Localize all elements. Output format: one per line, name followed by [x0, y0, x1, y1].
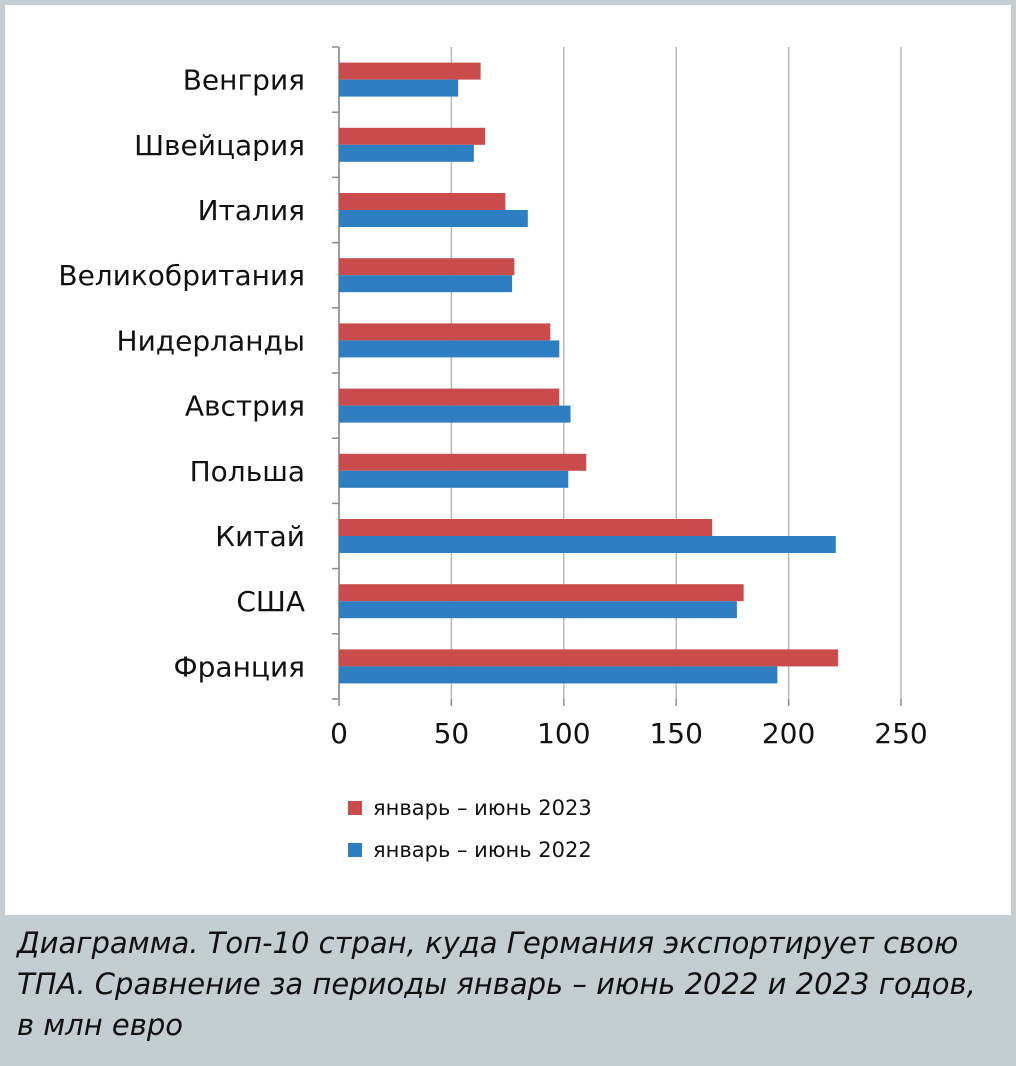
- category-label: Австрия: [185, 390, 305, 423]
- category-label: Италия: [198, 194, 305, 227]
- figure-caption: Диаграмма. Топ-10 стран, куда Германия э…: [17, 926, 976, 1042]
- bar-2022: [339, 79, 459, 97]
- bar-2023: [339, 62, 481, 80]
- bar-2022: [339, 405, 571, 423]
- bar-chart: 0 50 100 150 200 250 Венгрия Швейцария Италия Вел…: [58, 46, 928, 862]
- bar-2022: [339, 601, 737, 619]
- bar-2023: [339, 519, 713, 536]
- x-tick-label: 0: [330, 717, 348, 750]
- bar-2023: [339, 388, 560, 406]
- x-tick-label: 50: [434, 717, 470, 750]
- x-tick-label: 150: [649, 717, 702, 750]
- legend-swatch: [348, 843, 362, 857]
- bar-2022: [339, 210, 528, 227]
- bar-2023: [339, 323, 551, 341]
- bar-2022: [339, 536, 836, 553]
- bar-2023: [339, 127, 486, 145]
- category-label: Венгрия: [183, 64, 305, 97]
- category-label: США: [236, 585, 305, 618]
- legend-label: январь – июнь 2023: [373, 796, 592, 820]
- chart-panel: 0 50 100 150 200 250 Венгрия Швейцария Италия Вел…: [5, 5, 1011, 915]
- bar-2023: [339, 453, 587, 471]
- legend-label: январь – июнь 2022: [373, 838, 592, 862]
- bar-2023: [339, 193, 506, 210]
- bar-2023: [339, 258, 515, 276]
- category-label: Франция: [174, 650, 305, 683]
- x-tick-label: 100: [537, 717, 590, 750]
- x-tick-label: 200: [762, 717, 815, 750]
- bar-2022: [339, 666, 778, 684]
- legend-swatch: [348, 801, 362, 815]
- x-tick-label: 250: [874, 717, 927, 750]
- category-label: Польша: [190, 455, 305, 488]
- bar-2022: [339, 275, 513, 293]
- bar-2022: [339, 144, 474, 162]
- category-label: Швейцария: [134, 129, 305, 162]
- category-label: Великобритания: [58, 259, 305, 292]
- bar-2022: [339, 340, 560, 358]
- category-label: Нидерланды: [117, 324, 305, 357]
- category-label: Китай: [215, 520, 305, 553]
- bar-2022: [339, 470, 569, 488]
- bar-2023: [339, 649, 839, 667]
- bar-2023: [339, 584, 744, 602]
- figure-frame: 0 50 100 150 200 250 Венгрия Швейцария Италия Вел…: [5, 5, 1011, 1061]
